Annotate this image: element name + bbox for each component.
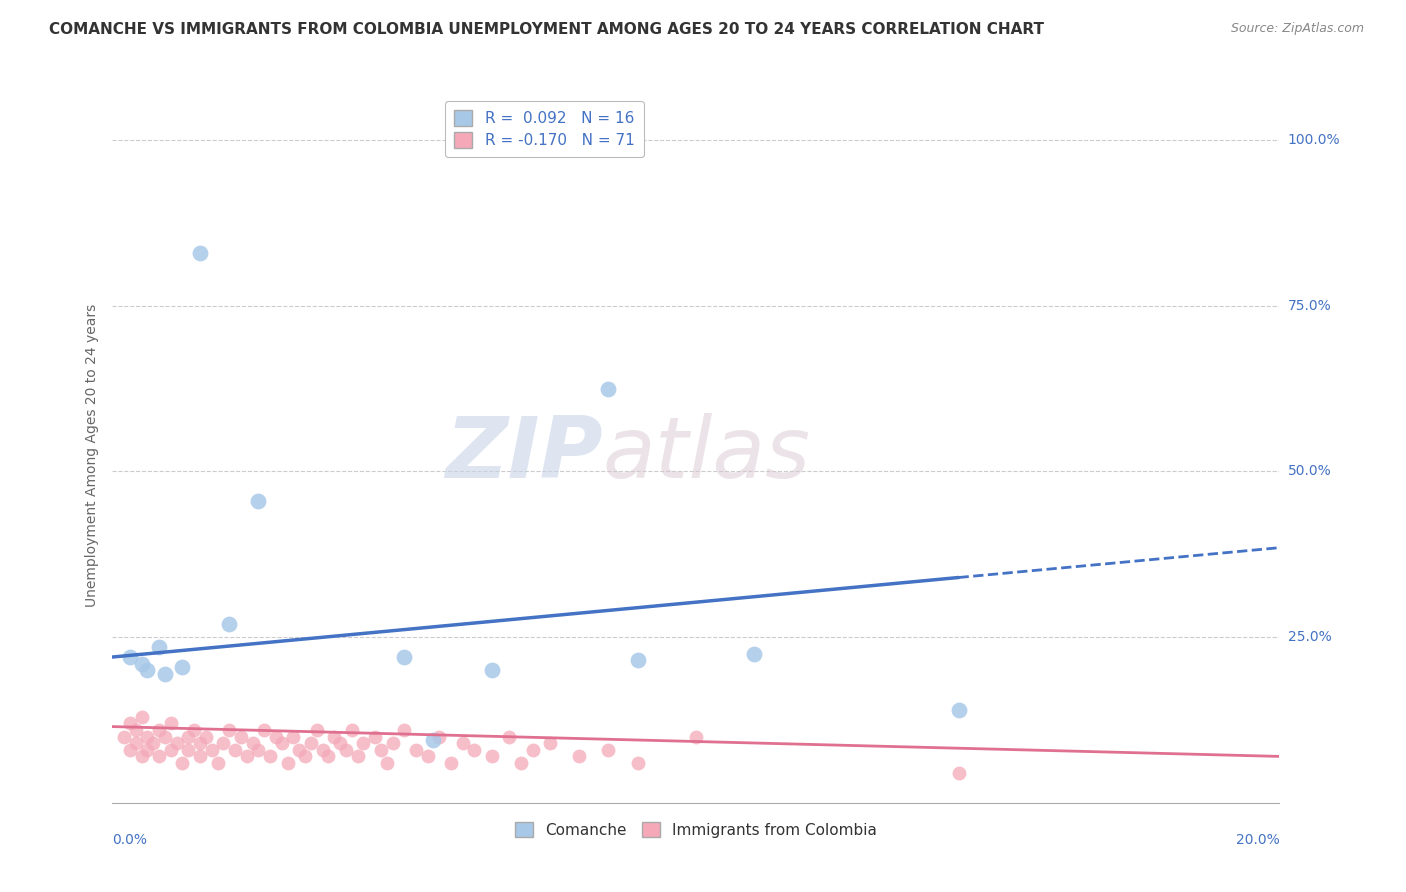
- Point: [340, 723, 363, 737]
- Point: [247, 494, 270, 508]
- Point: [177, 743, 200, 757]
- Point: [253, 723, 276, 737]
- Point: [522, 743, 544, 757]
- Text: 50.0%: 50.0%: [1288, 465, 1331, 478]
- Point: [160, 716, 183, 731]
- Point: [125, 723, 148, 737]
- Y-axis label: Unemployment Among Ages 20 to 24 years: Unemployment Among Ages 20 to 24 years: [84, 303, 98, 607]
- Point: [148, 723, 170, 737]
- Point: [299, 736, 322, 750]
- Point: [148, 640, 170, 654]
- Text: ZIP: ZIP: [444, 413, 603, 497]
- Point: [212, 736, 235, 750]
- Point: [131, 749, 153, 764]
- Point: [481, 749, 503, 764]
- Point: [247, 743, 270, 757]
- Point: [125, 736, 148, 750]
- Point: [153, 730, 176, 744]
- Point: [264, 730, 287, 744]
- Point: [259, 749, 281, 764]
- Point: [136, 730, 159, 744]
- Point: [498, 730, 520, 744]
- Point: [183, 723, 205, 737]
- Point: [627, 653, 650, 667]
- Point: [948, 703, 970, 717]
- Text: 25.0%: 25.0%: [1288, 630, 1331, 644]
- Point: [509, 756, 531, 770]
- Point: [229, 730, 252, 744]
- Point: [568, 749, 591, 764]
- Point: [148, 749, 170, 764]
- Point: [370, 743, 392, 757]
- Point: [451, 736, 474, 750]
- Point: [153, 666, 176, 681]
- Point: [288, 743, 311, 757]
- Point: [538, 736, 561, 750]
- Point: [323, 730, 346, 744]
- Point: [627, 756, 650, 770]
- Point: [405, 743, 427, 757]
- Point: [270, 736, 292, 750]
- Point: [294, 749, 316, 764]
- Point: [598, 382, 620, 396]
- Point: [742, 647, 765, 661]
- Point: [305, 723, 328, 737]
- Point: [142, 736, 165, 750]
- Point: [131, 709, 153, 723]
- Point: [188, 736, 211, 750]
- Legend: Comanche, Immigrants from Colombia: Comanche, Immigrants from Colombia: [509, 815, 883, 844]
- Text: 75.0%: 75.0%: [1288, 299, 1331, 313]
- Point: [136, 663, 159, 677]
- Point: [201, 743, 224, 757]
- Point: [481, 663, 503, 677]
- Point: [311, 743, 333, 757]
- Point: [242, 736, 264, 750]
- Point: [235, 749, 257, 764]
- Point: [136, 743, 159, 757]
- Point: [160, 743, 183, 757]
- Point: [283, 730, 305, 744]
- Point: [381, 736, 404, 750]
- Point: [131, 657, 153, 671]
- Point: [422, 732, 444, 747]
- Point: [172, 756, 194, 770]
- Point: [598, 743, 620, 757]
- Point: [440, 756, 463, 770]
- Point: [352, 736, 374, 750]
- Point: [329, 736, 352, 750]
- Point: [948, 766, 970, 780]
- Point: [112, 730, 135, 744]
- Point: [224, 743, 246, 757]
- Text: atlas: atlas: [603, 413, 811, 497]
- Point: [346, 749, 368, 764]
- Point: [207, 756, 229, 770]
- Point: [218, 616, 240, 631]
- Point: [364, 730, 387, 744]
- Text: COMANCHE VS IMMIGRANTS FROM COLOMBIA UNEMPLOYMENT AMONG AGES 20 TO 24 YEARS CORR: COMANCHE VS IMMIGRANTS FROM COLOMBIA UNE…: [49, 22, 1045, 37]
- Point: [177, 730, 200, 744]
- Point: [427, 730, 450, 744]
- Point: [276, 756, 298, 770]
- Text: 0.0%: 0.0%: [112, 833, 148, 847]
- Point: [685, 730, 707, 744]
- Point: [394, 723, 416, 737]
- Point: [375, 756, 398, 770]
- Point: [166, 736, 188, 750]
- Text: 100.0%: 100.0%: [1288, 133, 1340, 147]
- Point: [118, 650, 141, 665]
- Point: [335, 743, 357, 757]
- Point: [188, 245, 211, 260]
- Point: [218, 723, 240, 737]
- Point: [318, 749, 340, 764]
- Point: [118, 743, 141, 757]
- Point: [416, 749, 439, 764]
- Text: Source: ZipAtlas.com: Source: ZipAtlas.com: [1230, 22, 1364, 36]
- Point: [118, 716, 141, 731]
- Point: [463, 743, 485, 757]
- Point: [188, 749, 211, 764]
- Point: [194, 730, 217, 744]
- Point: [172, 660, 194, 674]
- Text: 20.0%: 20.0%: [1236, 833, 1279, 847]
- Point: [394, 650, 416, 665]
